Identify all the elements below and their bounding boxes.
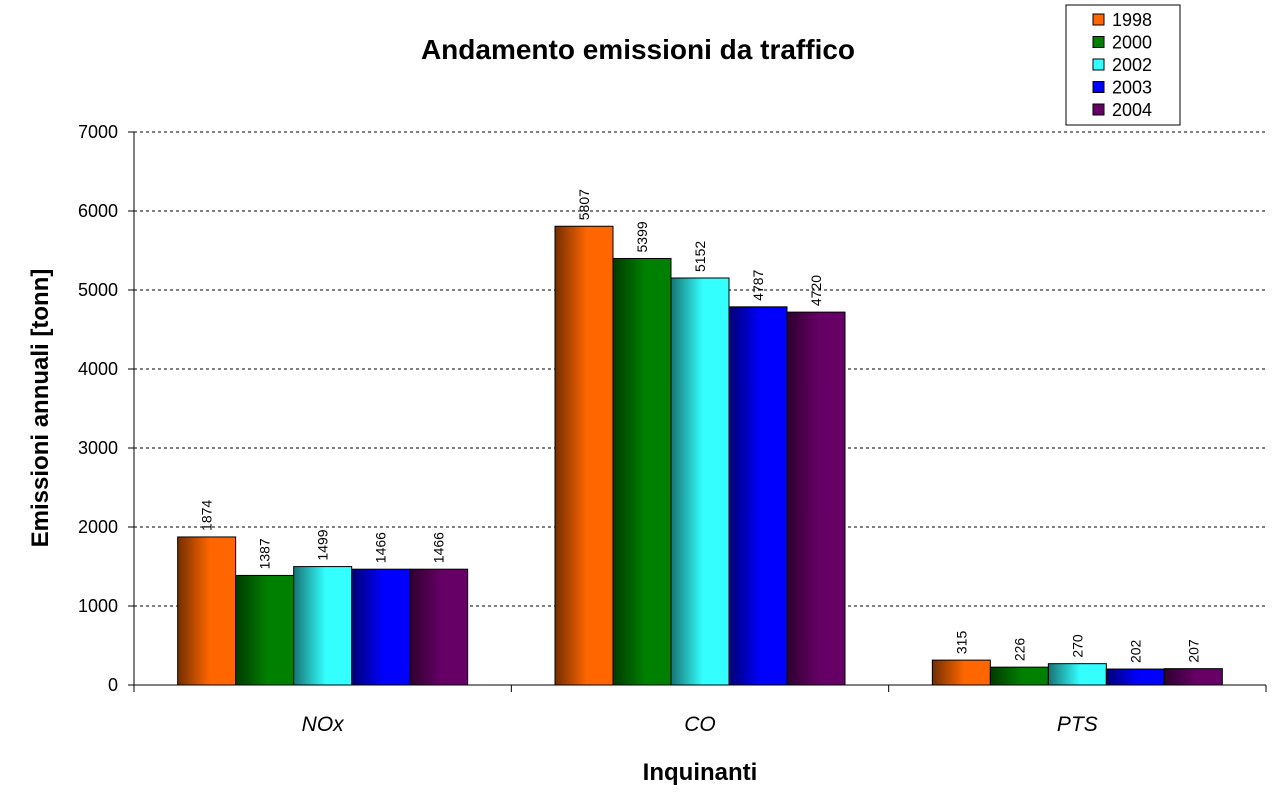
data-label: 1874: [199, 500, 215, 531]
legend-swatch: [1092, 36, 1105, 48]
legend-box: [1065, 4, 1181, 126]
legend-label: 2000: [1112, 33, 1152, 53]
category-label: NOx: [302, 713, 346, 736]
category-label: PTS: [1057, 713, 1098, 736]
bar-2000-CO: [612, 257, 672, 686]
bar-1998-NOx: [177, 536, 237, 686]
bar-1998-CO: [554, 225, 614, 686]
legend-swatch: [1092, 81, 1105, 93]
y-tick-label: 0: [108, 675, 118, 695]
data-label: 207: [1185, 639, 1201, 663]
data-label: 1387: [257, 538, 273, 569]
legend-swatch: [1092, 58, 1105, 71]
data-label: 4720: [808, 275, 824, 306]
legend-label: 1998: [1112, 10, 1152, 30]
data-label: 5399: [634, 221, 650, 252]
data-label: 226: [1011, 638, 1027, 662]
y-tick-label: 2000: [78, 517, 118, 537]
legend-label: 2002: [1112, 55, 1152, 75]
bar-2003-NOx: [351, 568, 411, 686]
bar-1998-PTS: [931, 659, 991, 686]
legend-swatch: [1092, 13, 1105, 26]
bar-2002-PTS: [1047, 663, 1107, 686]
bar-2004-NOx: [409, 568, 469, 686]
y-tick-label: 3000: [78, 438, 118, 458]
bar-2004-CO: [786, 311, 846, 686]
data-label: 315: [953, 631, 969, 655]
category-labels: NOx CO PTS: [302, 713, 1098, 736]
bar-2000-NOx: [235, 574, 295, 686]
axes: [128, 131, 1267, 692]
data-label: 270: [1069, 634, 1085, 658]
legend-swatch: [1092, 103, 1105, 116]
data-label: 1466: [373, 532, 389, 563]
bar-2002-CO: [670, 277, 730, 686]
y-tick-label: 1000: [78, 596, 118, 616]
y-axis-title: Emissioni annuali [tonn]: [27, 269, 54, 548]
chart-title: Andamento emissioni da traffico: [421, 34, 855, 65]
y-tick-label: 4000: [78, 359, 118, 379]
data-label: 4787: [750, 269, 766, 300]
category-label: CO: [684, 713, 716, 736]
data-label: 1466: [431, 532, 447, 563]
bar-2004-PTS: [1163, 668, 1223, 686]
data-label: 5807: [576, 189, 592, 220]
bar-2003-CO: [728, 306, 788, 686]
legend-label: 2004: [1112, 100, 1152, 120]
data-labels: 1874 1387 1499 1466 1466 5807 5399 5152 4787 4720…: [199, 189, 1202, 663]
y-tick-label: 6000: [78, 201, 118, 221]
bars: [177, 225, 1223, 686]
bar-2003-PTS: [1105, 668, 1165, 686]
data-label: 1499: [315, 529, 331, 560]
data-label: 5152: [692, 241, 708, 272]
y-tick-labels: 0 1000 2000 3000 4000 5000 6000 7000: [78, 122, 118, 695]
legend-label: 2003: [1112, 78, 1152, 98]
y-tick-label: 5000: [78, 280, 118, 300]
data-label: 202: [1127, 639, 1143, 663]
bar-2000-PTS: [989, 666, 1049, 686]
y-tick-label: 7000: [78, 122, 118, 142]
x-axis-title: Inquinanti: [643, 759, 758, 786]
bar-2002-NOx: [293, 566, 353, 686]
